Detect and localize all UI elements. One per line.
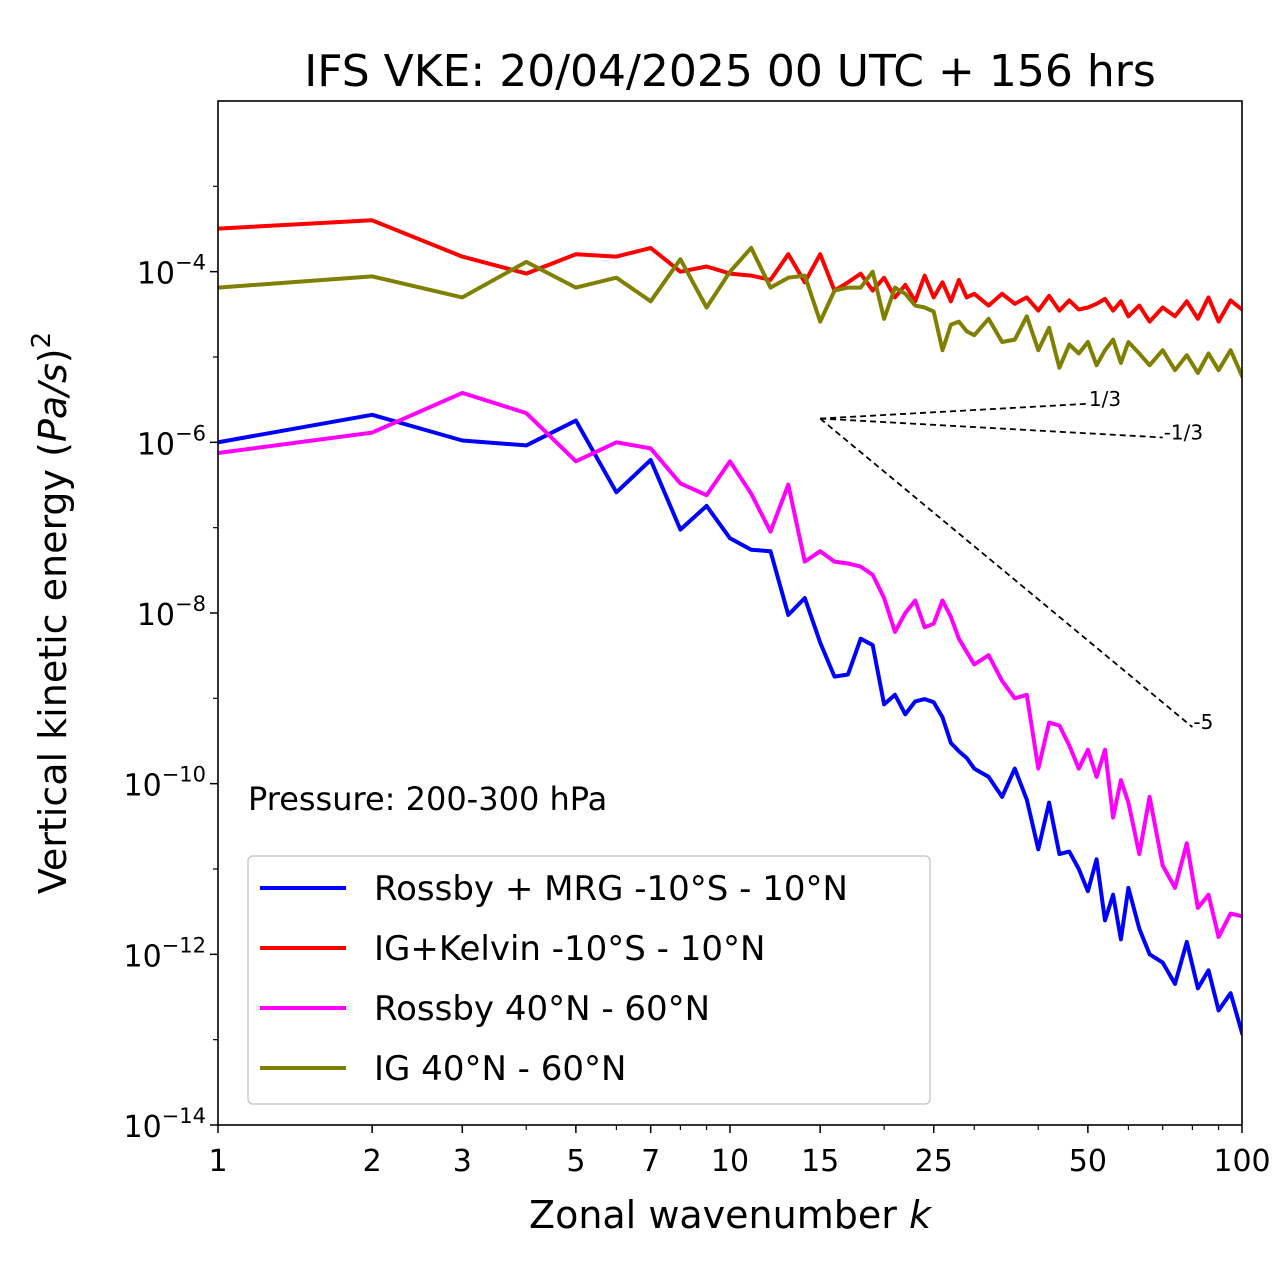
x-tick-label: 100 — [1213, 1144, 1270, 1179]
series-line — [218, 390, 1242, 939]
reference-slope-line — [820, 402, 1088, 420]
legend: Rossby + MRG -10°S - 10°N IG+Kelvin -10°S… — [247, 855, 931, 1105]
legend-label: IG 40°N - 60°N — [374, 1049, 626, 1089]
series-line — [218, 412, 1242, 1036]
reference-slope-line — [819, 417, 1193, 728]
reference-slope-label: -5 — [1193, 710, 1213, 734]
x-tick-label: 50 — [1069, 1144, 1107, 1179]
y-tick-label: 10−10 — [123, 763, 206, 804]
pressure-annotation: Pressure: 200-300 hPa — [248, 780, 607, 818]
reference-line-labels: 1/3 -1/3 -5 — [1089, 387, 1213, 734]
y-tick-label: 10−14 — [123, 1104, 206, 1145]
x-tick-label: 1 — [208, 1144, 227, 1179]
reference-lines — [819, 402, 1193, 728]
x-axis-ticks: 1 2 3 5 7 10 15 25 50 100 — [208, 1125, 1271, 1179]
legend-label: IG+Kelvin -10°S - 10°N — [374, 929, 765, 969]
reference-slope-label: -1/3 — [1164, 420, 1203, 444]
y-tick-label: 10−8 — [137, 592, 206, 633]
y-tick-label: 10−6 — [137, 421, 206, 462]
x-axis-label: Zonal wavenumber k — [529, 1193, 933, 1237]
x-tick-label: 5 — [566, 1144, 585, 1179]
y-axis-label: Vertical kinetic energy (Pa/s)2 — [27, 332, 75, 894]
y-axis-ticks: 10−4 10−6 10−8 10−10 10−12 10−14 — [123, 251, 218, 1145]
series-line — [218, 245, 1242, 379]
y-tick-label: 10−4 — [137, 251, 206, 292]
x-tick-label: 7 — [641, 1144, 660, 1179]
x-tick-label: 15 — [801, 1144, 839, 1179]
reference-slope-line — [820, 417, 1163, 439]
reference-slope-label: 1/3 — [1089, 387, 1121, 411]
y-tick-label: 10−12 — [123, 933, 206, 974]
x-tick-label: 3 — [453, 1144, 472, 1179]
chart-title: IFS VKE: 20/04/2025 00 UTC + 156 hrs — [304, 46, 1156, 97]
x-tick-label: 25 — [915, 1144, 953, 1179]
legend-box — [247, 855, 931, 1105]
legend-label: Rossby + MRG -10°S - 10°N — [374, 869, 848, 909]
legend-label: Rossby 40°N - 60°N — [374, 989, 710, 1029]
series-lines — [218, 218, 1242, 1036]
x-tick-label: 10 — [711, 1144, 749, 1179]
x-tick-label: 2 — [363, 1144, 382, 1179]
